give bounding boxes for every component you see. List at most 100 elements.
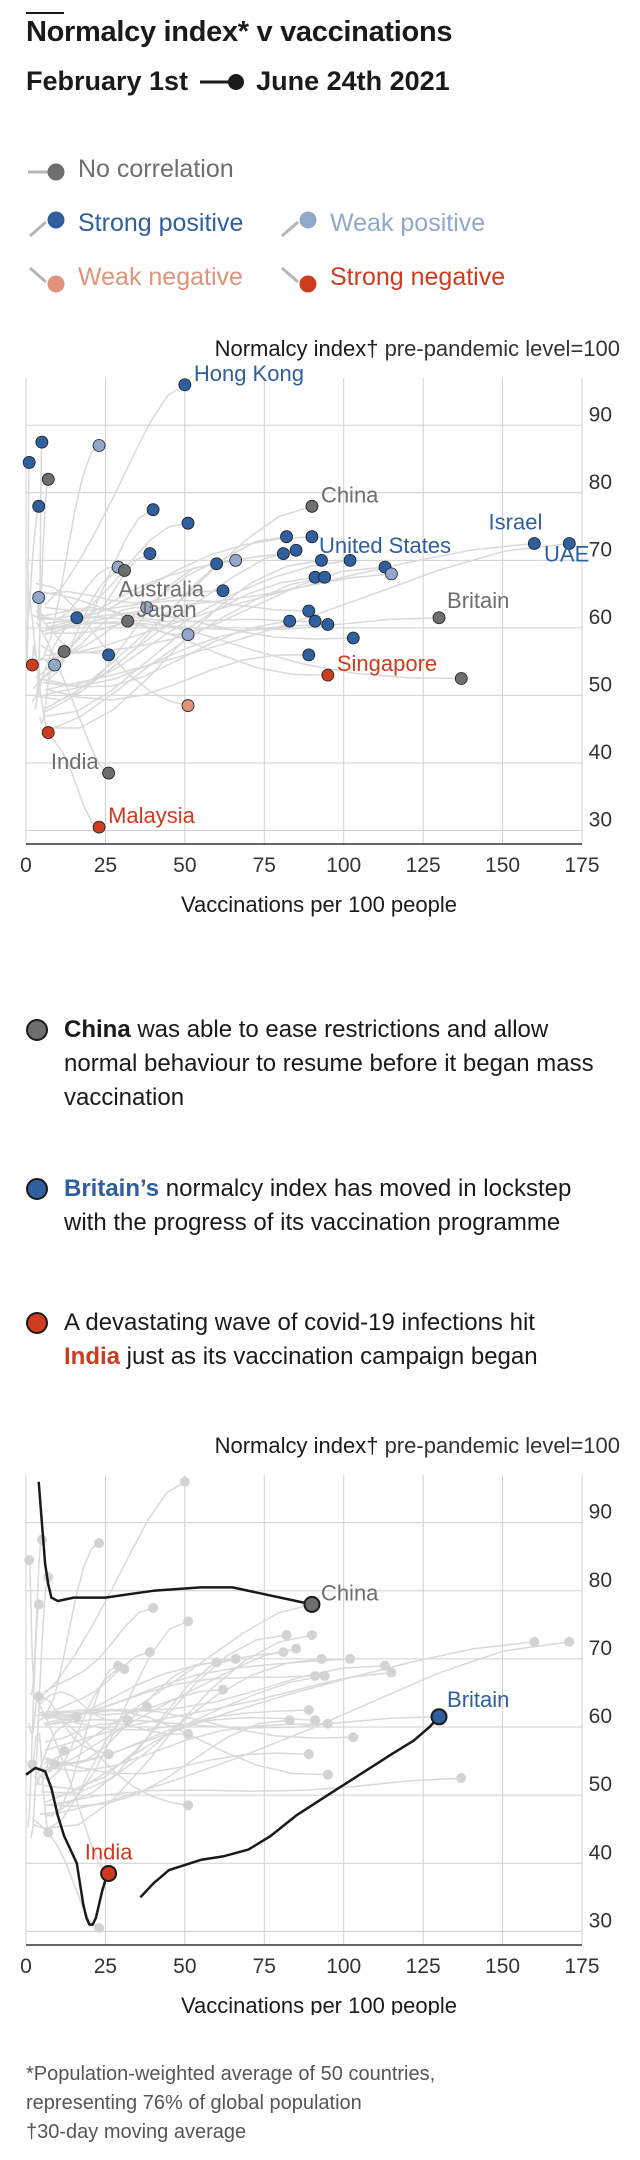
x-tick-label: 25 xyxy=(94,1955,117,1978)
trail-line xyxy=(45,599,309,612)
data-point xyxy=(211,1657,222,1668)
x-tick-label: 0 xyxy=(20,1955,32,1978)
x-tick-label: 175 xyxy=(564,1955,599,1978)
data-point xyxy=(121,614,135,628)
data-point xyxy=(310,1670,321,1681)
data-point xyxy=(318,570,332,584)
legend-item: Strong positive xyxy=(26,206,243,240)
point-label: UAE xyxy=(544,541,589,566)
trail-line xyxy=(35,621,110,774)
series-label: Britain xyxy=(447,1687,509,1712)
annotation-country: India xyxy=(64,1343,121,1370)
x-axis-label: Vaccinations per 100 people xyxy=(181,1993,457,2015)
chart-title: Normalcy index* v vaccinations xyxy=(26,16,453,48)
data-point xyxy=(278,1647,289,1658)
annotation-country: China xyxy=(64,1016,131,1043)
data-point xyxy=(322,1769,333,1780)
data-point xyxy=(94,1922,105,1933)
series-end-point xyxy=(303,1595,321,1613)
legend-label: Weak positive xyxy=(330,208,486,237)
trail-line xyxy=(43,1647,297,1774)
trail-line xyxy=(38,1542,100,1716)
data-point xyxy=(57,645,71,658)
data-point xyxy=(456,1773,467,1784)
trail-line xyxy=(34,444,100,661)
data-point xyxy=(217,1684,228,1695)
point-label: China xyxy=(321,482,379,507)
data-point xyxy=(92,820,106,834)
trail-line xyxy=(27,1604,40,1828)
data-point xyxy=(181,516,195,530)
data-point xyxy=(306,1630,317,1641)
data-point xyxy=(216,584,230,598)
trail-line xyxy=(42,1711,316,1731)
trail-line xyxy=(44,1752,309,1775)
trail-line xyxy=(41,1658,322,1795)
point-label: Britain xyxy=(447,588,509,613)
legend-item: Weak positive xyxy=(278,206,485,240)
data-point xyxy=(146,503,160,517)
x-axis-label: Vaccinations per 100 people xyxy=(181,892,457,917)
scatter-chart: Normalcy index† pre-pandemic level=100 0 2… xyxy=(20,336,620,917)
series-label: India xyxy=(85,1839,133,1864)
y-tick-label: 70 xyxy=(589,538,612,561)
data-point xyxy=(348,1732,359,1743)
data-point xyxy=(302,604,316,618)
data-point xyxy=(33,1691,44,1702)
x-tick-label: 75 xyxy=(253,854,276,877)
legend-item: No correlation xyxy=(26,152,234,186)
data-point xyxy=(302,648,316,662)
trail-line xyxy=(44,1671,392,1752)
trail-line xyxy=(45,1709,309,1764)
trail-line xyxy=(42,1714,189,1807)
trail-line xyxy=(26,462,30,664)
trail-line xyxy=(35,566,119,621)
trail-line xyxy=(28,1560,35,1684)
data-point xyxy=(343,553,357,567)
chart-subtitle: February 1st June 24th 2021 xyxy=(26,66,450,97)
y-tick-label: 60 xyxy=(589,1705,612,1728)
data-point xyxy=(32,499,46,513)
x-tick-label: 150 xyxy=(485,854,520,877)
y-tick-label: 70 xyxy=(589,1637,612,1660)
y-tick-label: 30 xyxy=(589,808,612,831)
data-point xyxy=(345,1653,356,1664)
trail-line xyxy=(41,591,290,623)
data-point xyxy=(25,658,39,672)
subtitle-end: June 24th 2021 xyxy=(256,66,450,96)
data-point xyxy=(70,611,84,625)
data-point xyxy=(119,1664,130,1675)
data-point xyxy=(529,1636,540,1647)
y-tick-label: 50 xyxy=(589,1773,612,1796)
trail-line xyxy=(44,559,351,696)
data-point xyxy=(43,1827,54,1838)
data-point xyxy=(181,699,195,712)
x-tick-label: 125 xyxy=(406,1955,441,1978)
annotation-dot-icon xyxy=(26,1312,48,1334)
legend-marker-icon xyxy=(29,266,65,293)
trail-line xyxy=(44,1777,462,1807)
trail-line xyxy=(44,576,325,733)
data-point xyxy=(564,1636,575,1647)
trail-line xyxy=(44,573,392,636)
point-label: Malaysia xyxy=(108,803,196,828)
data-point xyxy=(103,1749,114,1760)
x-tick-label: 150 xyxy=(485,1955,520,1978)
trail-line xyxy=(31,1817,100,1929)
legend-label: Strong positive xyxy=(78,208,244,237)
legend-marker-icon xyxy=(29,211,65,238)
trail-line xyxy=(40,1696,109,1756)
series-label: China xyxy=(321,1580,379,1605)
annotation-text: A devastating wave of covid-19 infection… xyxy=(64,1306,594,1374)
point-label: Hong Kong xyxy=(194,361,304,386)
data-point xyxy=(346,631,360,645)
annotation-text: Britain’s normalcy index has moved in lo… xyxy=(64,1172,594,1240)
data-point xyxy=(316,1653,327,1664)
data-point xyxy=(49,1759,60,1770)
trail-line xyxy=(32,1705,147,1831)
legend-label: Strong negative xyxy=(330,262,506,291)
series-line xyxy=(139,1715,440,1899)
data-point xyxy=(32,591,46,604)
annotation-text-pre: A devastating wave of covid-19 infection… xyxy=(64,1309,535,1336)
data-point xyxy=(178,378,192,392)
